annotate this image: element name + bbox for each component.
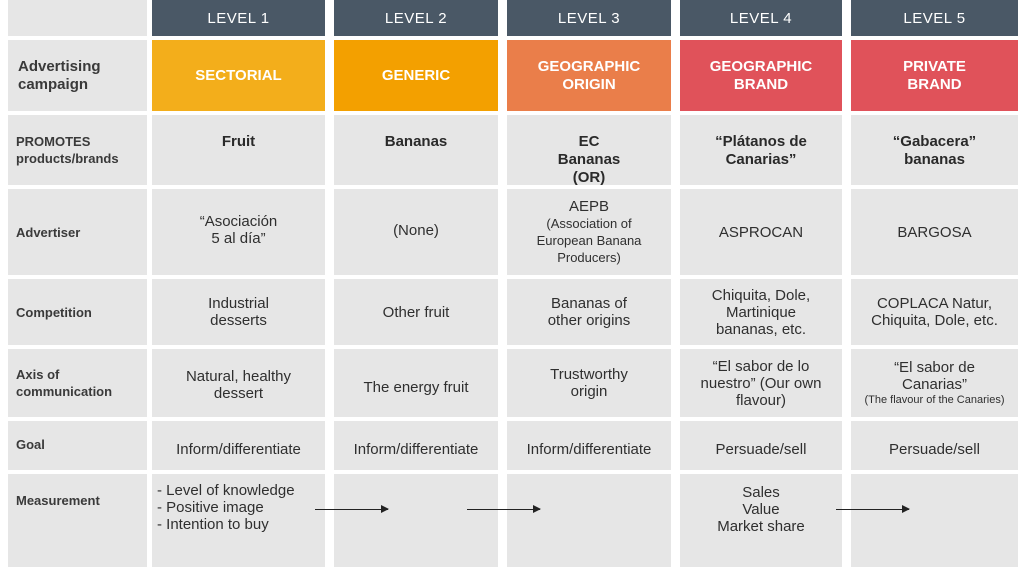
goal-level-3: Inform/differentiate [507,421,671,470]
competition-level-4: Chiquita, Dole, Martinique bananas, etc. [680,279,842,345]
campaign-geographic-origin: GEOGRAPHIC ORIGIN [507,40,671,111]
campaign-generic: GENERIC [334,40,498,111]
competition-level-2: Other fruit [334,279,498,345]
promotes-level-5: “Gabacera” bananas [851,115,1018,185]
promotes-level-3: EC Bananas (OR) [507,115,671,186]
goal-level-4: Persuade/sell [680,421,842,470]
competition-level-3: Bananas of other origins [507,279,671,345]
promotes-level-1: Fruit [152,115,325,185]
advertiser-aepb: AEPB [568,198,610,215]
advertiser-level-3: AEPB (Association of European Banana Pro… [507,189,671,275]
row-label-competition: Competition [8,279,147,345]
row-label-goal: Goal [8,421,147,470]
arrow-right-icon [836,505,910,513]
row-label-campaign: Advertising campaign [8,40,147,111]
measurement-level-1: - Level of knowledge - Positive image - … [152,474,325,567]
level-5-header: LEVEL 5 [851,0,1018,36]
axis-level-4: “El sabor de lo nuestro” (Our own flavou… [680,349,842,417]
promotes-level-2: Bananas [334,115,498,185]
campaign-private-brand: PRIVATE BRAND [851,40,1018,111]
advertiser-level-2: (None) [334,189,498,275]
goal-level-1: Inform/differentiate [152,421,325,470]
goal-level-5: Persuade/sell [851,421,1018,470]
measurement-item: Value [742,501,780,518]
axis-level-3: Trustworthy origin [507,349,671,417]
advertiser-aepb-detail: (Association of European Banana Producer… [536,216,642,265]
measurement-item: - Positive image [157,499,264,516]
level-1-header: LEVEL 1 [152,0,325,36]
campaign-sectorial: SECTORIAL [152,40,325,111]
arrow-right-icon [315,505,389,513]
level-2-header: LEVEL 2 [334,0,498,36]
measurement-item: - Intention to buy [157,516,269,533]
axis-level-2: The energy fruit [334,349,498,417]
row-label-measurement: Measurement [8,474,147,567]
measurement-item: - Level of knowledge [157,482,295,499]
axis-level-5-note: (The flavour of the Canaries) [864,394,1005,406]
row-label-promotes: PROMOTES products/brands [8,115,147,185]
measurement-level-4: Sales Value Market share [680,474,842,567]
measurement-item: Market share [717,518,805,535]
goal-level-2: Inform/differentiate [334,421,498,470]
corner-cell [8,0,147,36]
axis-level-1: Natural, healthy dessert [152,349,325,417]
competition-level-5: COPLACA Natur, Chiquita, Dole, etc. [851,279,1018,345]
measurement-level-3 [507,474,671,567]
level-3-header: LEVEL 3 [507,0,671,36]
competition-level-1: Industrial desserts [152,279,325,345]
level-4-header: LEVEL 4 [680,0,842,36]
campaign-geographic-brand: GEOGRAPHIC BRAND [680,40,842,111]
measurement-level-2 [334,474,498,567]
advertiser-level-1: “Asociación 5 al día” [152,189,325,275]
advertiser-level-5: BARGOSA [851,189,1018,275]
measurement-item: Sales [742,484,780,501]
axis-level-5-main: “El sabor de Canarias” [894,359,975,393]
row-label-axis: Axis of communication [8,349,147,417]
row-label-advertiser: Advertiser [8,189,147,275]
promotes-level-4: “Plátanos de Canarias” [680,115,842,185]
axis-level-5: “El sabor de Canarias” (The flavour of t… [851,349,1018,417]
measurement-level-5 [851,474,1018,567]
arrow-right-icon [467,505,541,513]
advertiser-level-4: ASPROCAN [680,189,842,275]
